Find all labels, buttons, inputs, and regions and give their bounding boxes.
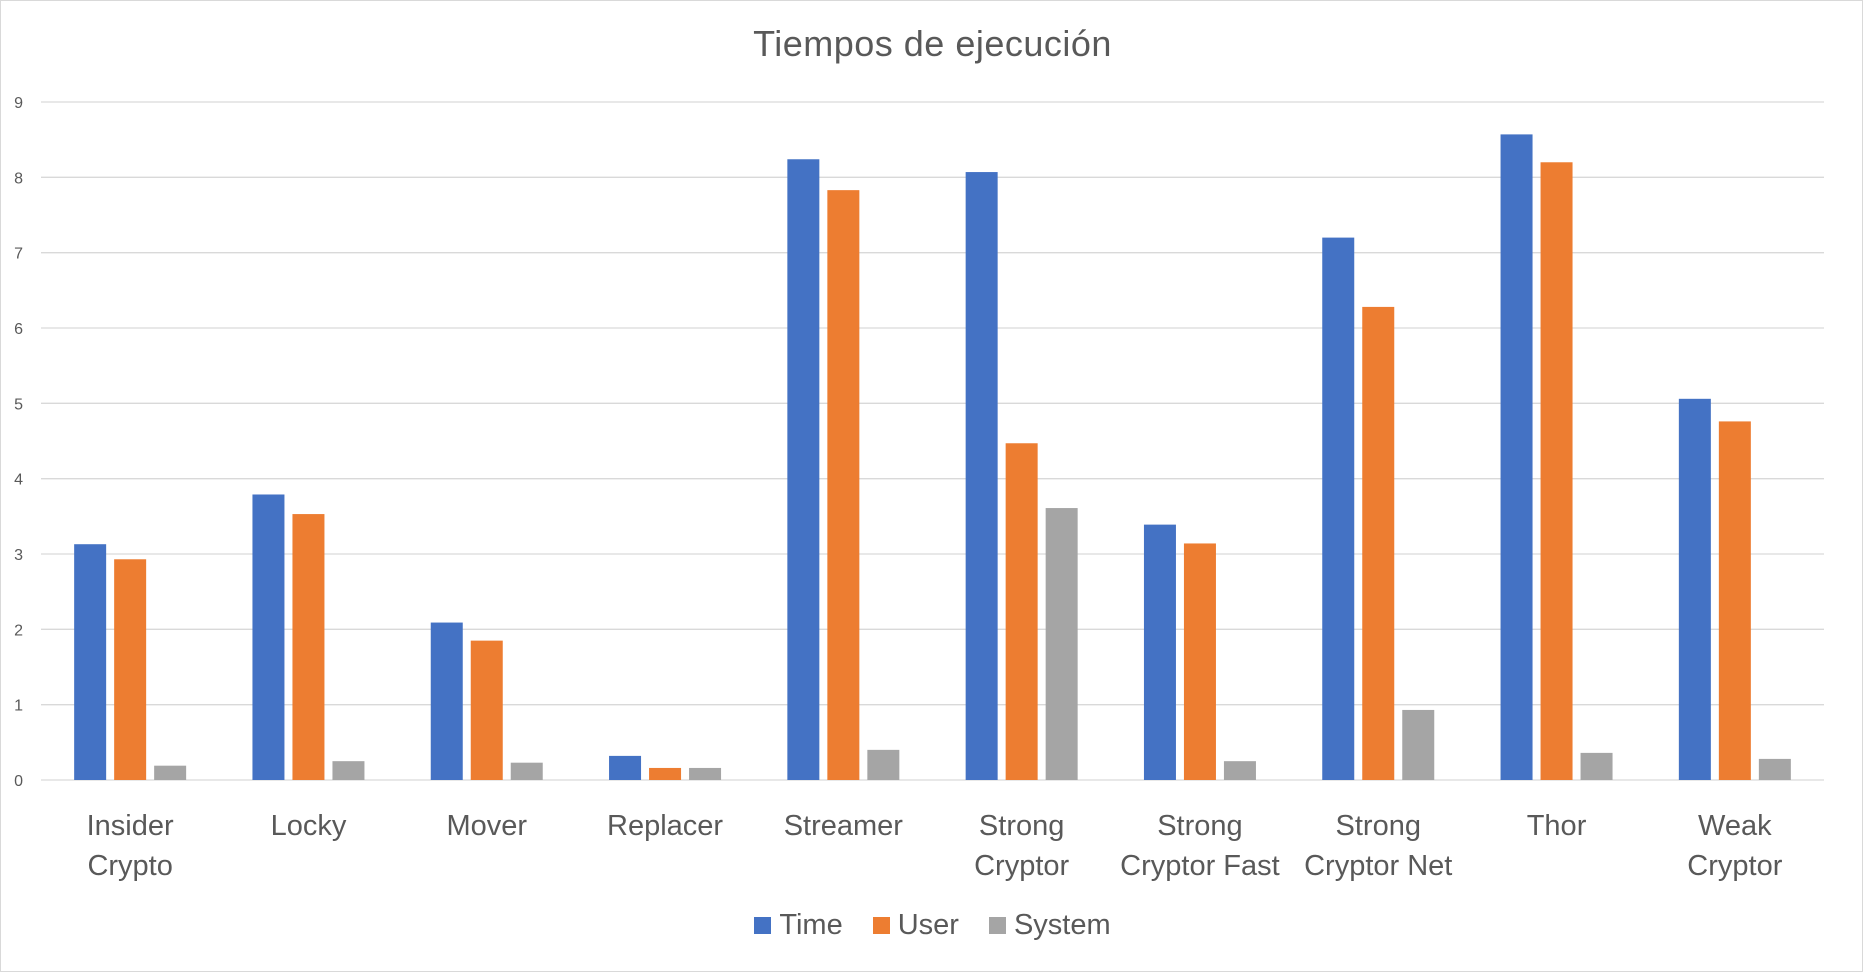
bar-time-4 (787, 159, 820, 781)
bar-user-1 (292, 514, 325, 780)
y-tick-label: 2 (14, 622, 23, 639)
bar-time-3 (609, 755, 642, 780)
bar-user-9 (1718, 421, 1751, 780)
x-axis-labels: Insider Crypto Locky Mover Replacer Streamer S… (87, 810, 1783, 882)
x-category-label-2: Mover (446, 810, 527, 842)
y-tick-label: 0 (14, 773, 23, 790)
y-tick-label: 8 (14, 170, 23, 187)
bar-time-9 (1678, 398, 1711, 780)
x-category-label-4: Streamer (784, 810, 904, 842)
bar-time-1 (252, 494, 285, 780)
legend-item-user: User (872, 909, 959, 942)
bar-system-3 (689, 767, 722, 780)
x-category-label-1: Locky (271, 810, 347, 842)
bars (74, 134, 1791, 781)
bar-time-7 (1322, 237, 1355, 781)
bar-user-8 (1540, 162, 1573, 780)
bar-system-8 (1580, 752, 1613, 780)
legend-item-time: Time (754, 909, 843, 942)
y-tick-label: 4 (14, 472, 23, 489)
y-tick-label: 6 (14, 321, 23, 338)
bar-system-9 (1758, 758, 1791, 780)
bar-user-5 (1005, 443, 1038, 780)
y-tick-label: 3 (14, 547, 23, 564)
legend: Time User System (1, 909, 1863, 942)
x-category-label-8: Thor (1527, 810, 1587, 842)
bar-system-7 (1402, 709, 1435, 780)
bar-user-0 (114, 559, 147, 780)
legend-swatch-time (754, 917, 772, 934)
bar-system-2 (510, 762, 543, 780)
y-axis-ticks: 0 1 2 3 4 5 6 7 8 9 (14, 95, 23, 790)
bar-user-7 (1362, 306, 1395, 780)
legend-swatch-system (988, 917, 1006, 934)
bar-system-6 (1223, 761, 1256, 780)
x-category-label-6: Strong Cryptor Fast (1120, 810, 1280, 882)
bar-system-5 (1045, 508, 1078, 780)
bar-system-1 (332, 761, 365, 780)
x-category-label-7: Strong Cryptor Net (1304, 810, 1452, 882)
legend-item-system: System (988, 909, 1111, 942)
legend-label-system: System (1013, 909, 1111, 941)
legend-label-time: Time (779, 909, 843, 941)
chart-title: Tiempos de ejecución (753, 23, 1112, 64)
x-category-label-3: Replacer (607, 810, 723, 842)
bar-user-6 (1183, 543, 1216, 780)
bar-time-8 (1500, 134, 1533, 781)
bar-time-5 (965, 172, 998, 780)
bar-system-0 (154, 765, 187, 780)
bar-time-0 (74, 544, 107, 780)
bar-time-6 (1143, 524, 1176, 780)
legend-swatch-user (872, 917, 890, 934)
bar-system-4 (867, 749, 900, 780)
bar-user-3 (649, 767, 682, 780)
bar-time-2 (430, 622, 463, 780)
bar-user-4 (827, 190, 860, 780)
y-tick-label: 9 (14, 95, 23, 112)
x-category-label-9: Weak Cryptor (1687, 810, 1782, 882)
y-tick-label: 7 (14, 246, 23, 263)
x-category-label-0: Insider Crypto (87, 810, 174, 882)
bar-user-2 (470, 640, 503, 780)
y-tick-label: 1 (14, 698, 23, 715)
y-tick-label: 5 (14, 396, 23, 413)
legend-label-user: User (897, 909, 959, 941)
x-category-label-5: Strong Cryptor (974, 810, 1069, 882)
